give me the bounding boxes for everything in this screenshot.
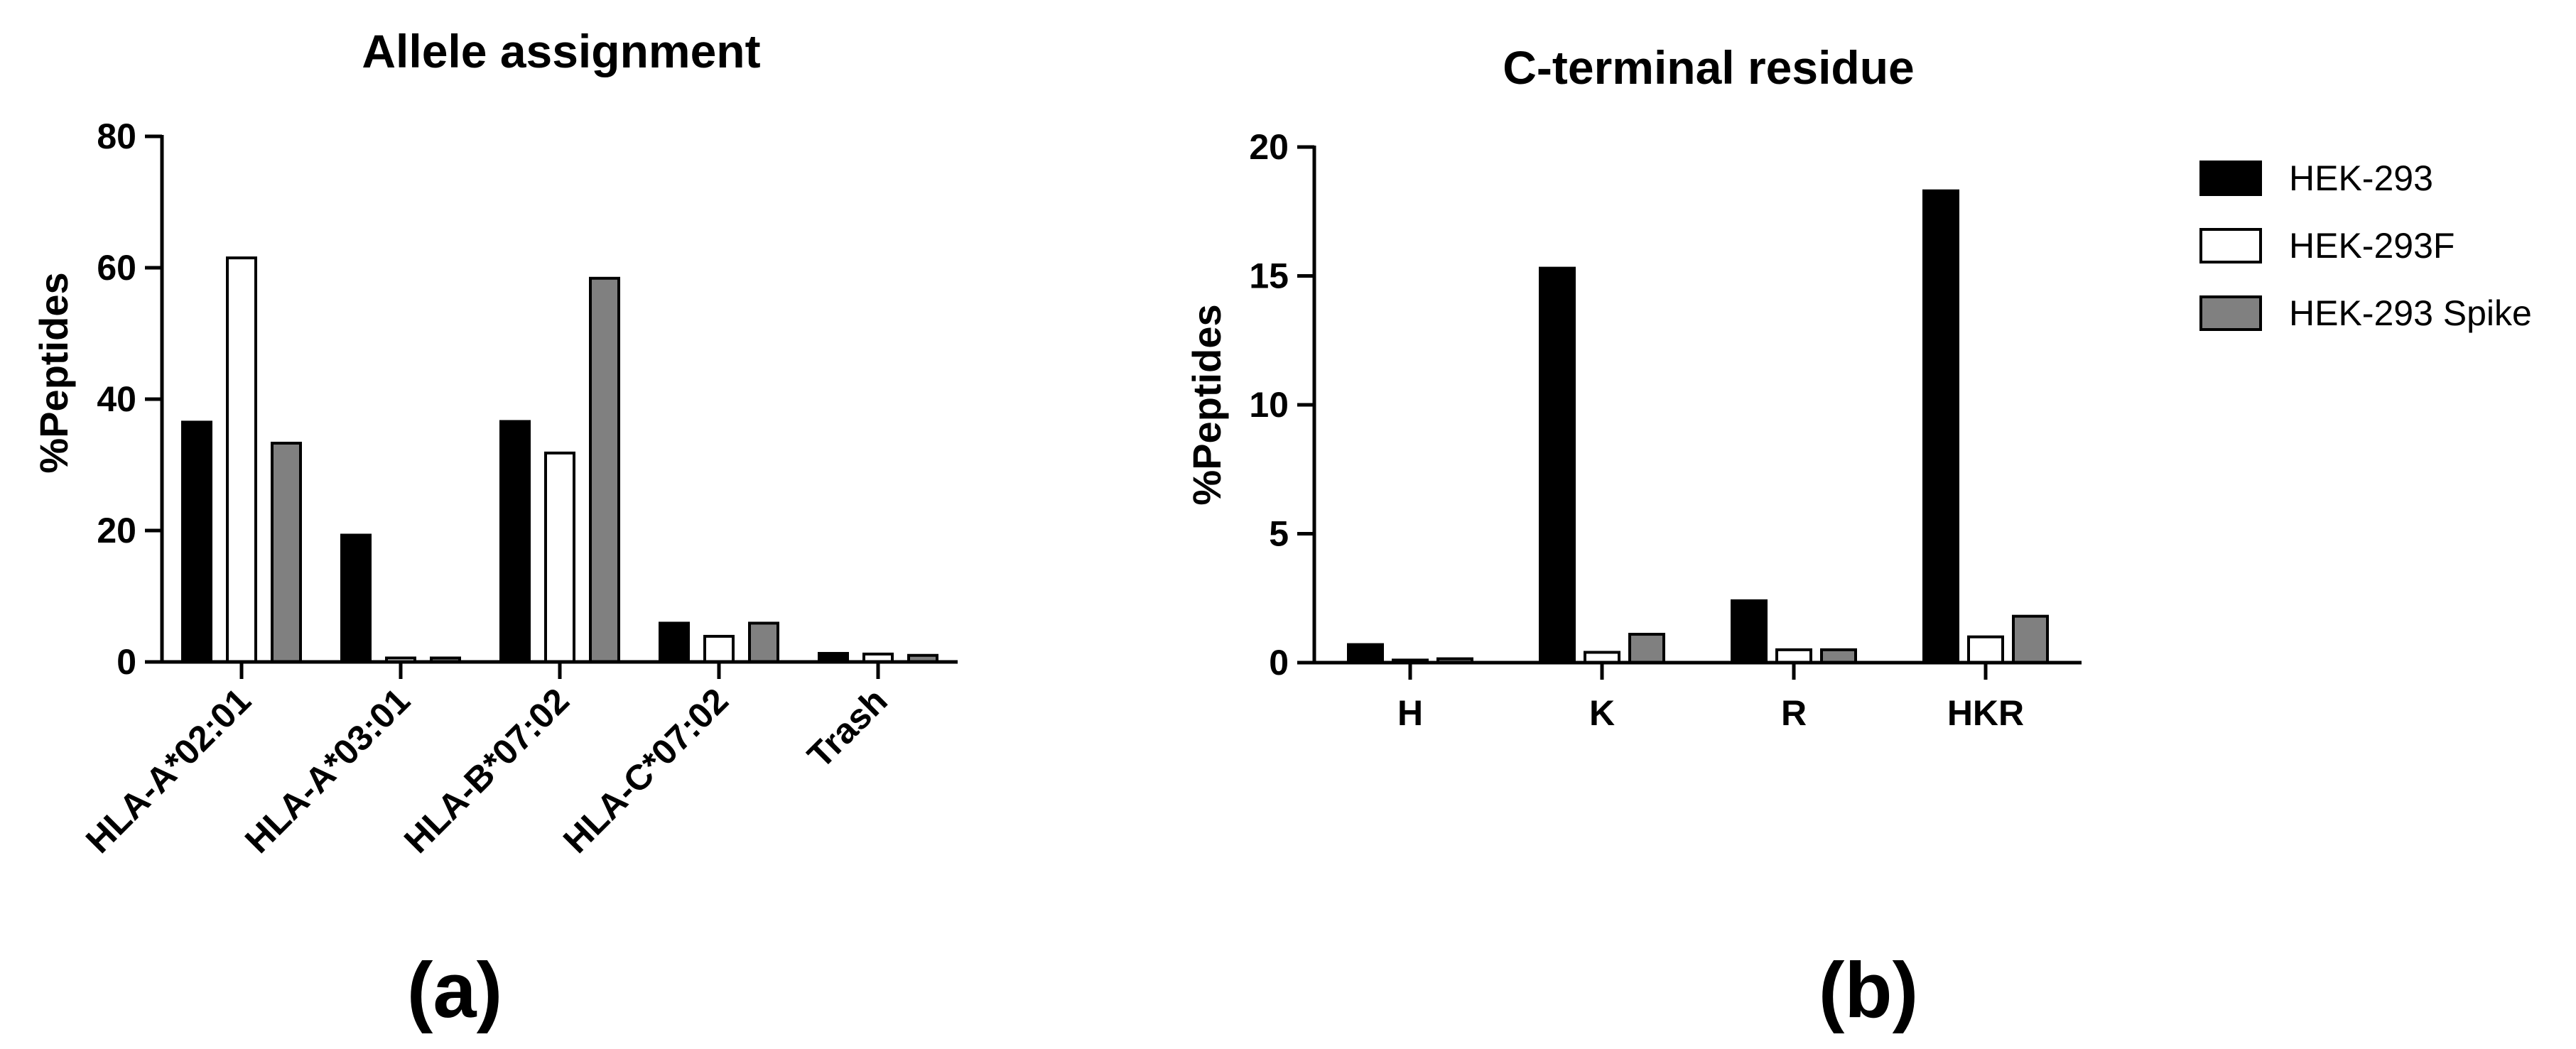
y-tick-label: 0 [1269, 643, 1289, 683]
y-tick-label: 40 [97, 379, 136, 419]
bar-hek-293-spike-r [1820, 648, 1857, 664]
x-tick-label: H [1397, 693, 1423, 733]
bar-hek-293f-hla-a-02-01 [226, 256, 257, 663]
x-ticks: H K R HKR [1397, 663, 2024, 733]
bar-hek-293f-hkr [1967, 635, 2004, 665]
legend-label: HEK-293 Spike [2289, 293, 2532, 333]
x-tick-label: HLA-C*07:02 [556, 680, 736, 861]
y-tick-label: 20 [1249, 127, 1289, 167]
bar-hek-293-spike-hla-b-07-02 [589, 276, 620, 663]
legend-label: HEK-293F [2289, 226, 2455, 266]
y-tick-label: 20 [97, 511, 136, 550]
y-tick-label: 5 [1269, 514, 1289, 554]
x-tick-label: HLA-B*07:02 [396, 680, 577, 861]
y-tick-label: 10 [1249, 385, 1289, 425]
bar-hek-293-hla-b-07-02 [499, 420, 531, 663]
bar-hek-293f-r [1775, 648, 1812, 664]
bar-hek-293-spike-k [1628, 633, 1665, 665]
axes [1312, 146, 2082, 665]
x-tick-label: HLA-A*02:01 [78, 680, 259, 861]
chart-allele-assignment: Allele assignment %Peptides 0 20 40 60 80 HL… [31, 25, 958, 1034]
bar-hek-293-spike-hla-c-07-02 [748, 621, 779, 663]
y-tick-label: 15 [1249, 256, 1289, 296]
y-ticks: 0 20 40 60 80 [97, 116, 162, 682]
bar-hek-293-spike-hkr [2012, 614, 2049, 664]
x-tick-label: K [1589, 693, 1615, 733]
x-tick-label: R [1781, 693, 1807, 733]
bar-hek-293-k [1539, 266, 1576, 664]
legend-swatch [2199, 295, 2262, 331]
y-tick-label: 80 [97, 116, 136, 156]
x-tick-label: HLA-A*03:01 [237, 680, 418, 861]
bar-hek-293f-hla-b-07-02 [544, 451, 575, 663]
legend-label: HEK-293 [2289, 158, 2433, 198]
y-ticks: 0 5 10 15 20 [1249, 127, 1314, 683]
y-axis-label: %Peptides [1184, 304, 1229, 505]
bar-hek-293-hla-c-07-02 [659, 621, 690, 663]
bar-hek-293-hkr [1922, 189, 1959, 664]
legend-swatch [2199, 161, 2262, 196]
x-tick-label: HKR [1947, 693, 2024, 733]
bar-hek-293f-hla-c-07-02 [703, 634, 735, 663]
legend: HEK-293 HEK-293F HEK-293 Spike [2199, 158, 2532, 333]
bars [1347, 189, 2049, 665]
y-tick-label: 0 [117, 642, 136, 682]
y-axis-label: %Peptides [31, 272, 76, 473]
bars [181, 256, 938, 664]
bar-hek-293-r [1731, 599, 1768, 665]
bar-hek-293-spike-hla-a-02-01 [271, 441, 302, 663]
y-tick-label: 60 [97, 248, 136, 288]
bar-hek-293-h [1347, 643, 1384, 665]
chart-title: Allele assignment [362, 25, 760, 77]
panel-label: (b) [1819, 947, 1918, 1034]
x-tick-label: Trash [800, 680, 895, 776]
bar-hek-293-hla-a-02-01 [181, 420, 212, 663]
bar-hek-293-hla-a-03-01 [340, 533, 372, 663]
panel-label: (a) [407, 947, 502, 1034]
chart-title: C-terminal residue [1503, 41, 1915, 94]
x-ticks: HLA-A*02:01HLA-A*03:01HLA-B*07:02HLA-C*0… [78, 662, 895, 861]
legend-swatch [2199, 228, 2262, 263]
